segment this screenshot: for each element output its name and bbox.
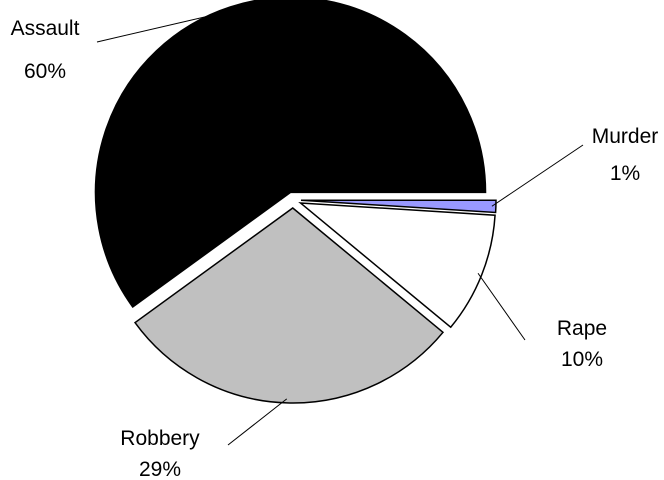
- leader-line-rape: [477, 272, 526, 341]
- slice-percent-assault: 60%: [24, 60, 66, 83]
- leader-lines: [96, 10, 584, 446]
- slice-percent-robbery: 29%: [139, 458, 181, 480]
- slice-percent-murder: 1%: [610, 162, 640, 185]
- slice-label-robbery: Robbery: [120, 427, 200, 450]
- pie-slice-assault: [94, 0, 487, 309]
- leader-line-murder: [491, 144, 584, 207]
- pie-slice-rape: [298, 202, 496, 329]
- slice-label-assault: Assault: [11, 17, 80, 40]
- slice-label-rape: Rape: [557, 317, 607, 340]
- pie-slice-murder: [300, 199, 497, 214]
- slice-percent-rape: 10%: [561, 348, 603, 371]
- slice-labels: Murder 1% Rape 10% Robbery 29% Assault 60%: [11, 17, 659, 480]
- leader-line-assault: [96, 10, 232, 43]
- leader-line-robbery: [227, 398, 288, 446]
- pie-slice-robbery: [133, 207, 445, 404]
- slice-label-murder: Murder: [592, 125, 659, 148]
- pie-slices: [94, 0, 497, 404]
